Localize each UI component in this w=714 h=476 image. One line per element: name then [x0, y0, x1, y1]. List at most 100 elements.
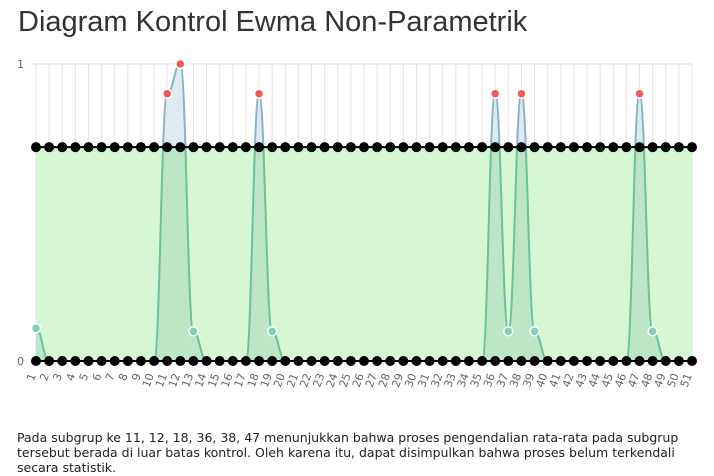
x-tick-label: 47	[625, 372, 642, 390]
ucl-marker	[647, 142, 658, 153]
ucl-marker	[227, 142, 238, 153]
x-tick-label: 24	[324, 372, 341, 390]
x-tick-label: 35	[468, 372, 485, 390]
ucl-marker	[687, 142, 697, 153]
ucl-marker	[437, 142, 448, 153]
lcl-marker	[188, 356, 199, 366]
x-tick-label: 20	[271, 372, 288, 390]
lcl-marker	[398, 356, 409, 366]
x-tick-label: 9	[129, 372, 144, 383]
x-tick-label: 28	[376, 372, 393, 390]
ucl-marker	[660, 142, 671, 153]
x-tick-label: 50	[665, 372, 682, 390]
ucl-marker	[411, 142, 422, 153]
lcl-marker	[582, 356, 593, 366]
in-control-point	[647, 326, 658, 337]
x-tick-label: 11	[153, 372, 170, 390]
lcl-marker	[542, 356, 553, 366]
lcl-marker	[411, 356, 422, 366]
ucl-marker	[44, 142, 55, 153]
control-band	[36, 147, 692, 361]
ucl-marker	[608, 142, 619, 153]
x-tick-label: 38	[507, 372, 524, 390]
lcl-marker	[240, 356, 251, 366]
x-tick-label: 25	[337, 372, 354, 390]
ucl-marker	[582, 142, 593, 153]
x-tick-label: 51	[678, 372, 695, 390]
ucl-marker	[332, 142, 343, 153]
x-tick-label: 6	[90, 372, 105, 383]
lcl-marker	[490, 356, 501, 366]
ucl-marker	[109, 142, 120, 153]
lcl-marker	[122, 356, 133, 366]
out-of-control-point	[516, 88, 527, 99]
ucl-marker	[673, 142, 684, 153]
series-area-in-band	[36, 147, 692, 361]
lcl-marker	[44, 356, 55, 366]
lcl-marker	[673, 356, 684, 366]
x-tick-label: 8	[116, 372, 131, 383]
lcl-marker	[31, 356, 41, 366]
ucl-marker	[214, 142, 225, 153]
in-control-point	[529, 326, 540, 337]
ucl-marker	[359, 142, 369, 153]
ucl-marker	[306, 142, 317, 153]
lcl-marker	[149, 356, 160, 366]
x-tick-label: 16	[219, 372, 236, 390]
ucl-marker	[293, 142, 304, 153]
lcl-marker	[647, 356, 658, 366]
lcl-marker	[280, 356, 291, 366]
x-tick-label: 17	[232, 372, 249, 390]
chart-caption: Pada subgrup ke 11, 12, 18, 36, 38, 47 m…	[17, 430, 679, 475]
ewma-points	[30, 58, 658, 337]
lcl-marker	[345, 356, 356, 366]
ucl-marker	[529, 142, 540, 153]
lcl-marker	[385, 356, 396, 366]
ucl-marker	[175, 142, 186, 153]
ucl-marker	[595, 142, 606, 153]
lcl-marker	[332, 356, 343, 366]
lcl-marker	[293, 356, 304, 366]
x-tick-label: 40	[533, 372, 550, 390]
out-of-control-point	[253, 88, 265, 99]
in-control-point	[503, 326, 514, 337]
ucl-marker	[135, 142, 146, 153]
x-tick-label: 21	[284, 372, 301, 390]
ucl-marker	[201, 142, 212, 153]
x-tick-label: 43	[573, 372, 590, 390]
ucl-marker	[345, 142, 356, 153]
x-tick-label: 33	[442, 372, 459, 390]
ucl-marker	[162, 142, 173, 153]
x-tick-label: 41	[547, 372, 564, 390]
ucl-marker	[490, 142, 501, 153]
lcl-marker	[595, 356, 606, 366]
ewma-control-chart: 0112345678910111213141516171819202122232…	[17, 58, 697, 389]
x-tick-label: 27	[363, 372, 380, 390]
ucl-marker	[450, 142, 461, 153]
ucl-marker	[70, 142, 81, 153]
lcl-marker	[57, 356, 68, 366]
lcl-marker	[135, 356, 146, 366]
x-tick-label: 42	[560, 372, 577, 390]
ewma-series	[36, 62, 692, 361]
x-tick-label: 13	[179, 372, 196, 390]
ucl-marker	[254, 142, 265, 153]
in-control-point	[266, 326, 278, 337]
x-tick-label: 29	[389, 372, 406, 390]
axes: 0112345678910111213141516171819202122232…	[17, 58, 695, 389]
ucl-marker	[149, 142, 160, 153]
x-tick-label: 34	[455, 372, 472, 390]
out-of-control-point	[634, 88, 645, 99]
lcl-marker	[450, 356, 461, 366]
ucl-marker	[57, 142, 68, 153]
x-tick-label: 37	[494, 372, 511, 390]
lcl-marker	[359, 356, 369, 366]
ucl-marker	[516, 142, 527, 153]
ucl-marker	[634, 142, 645, 153]
ucl-marker	[398, 142, 409, 153]
lcl-marker	[634, 356, 645, 366]
lcl-marker	[516, 356, 527, 366]
lcl-marker	[162, 356, 173, 366]
x-tick-label: 3	[50, 372, 65, 383]
lcl-marker	[503, 356, 514, 366]
